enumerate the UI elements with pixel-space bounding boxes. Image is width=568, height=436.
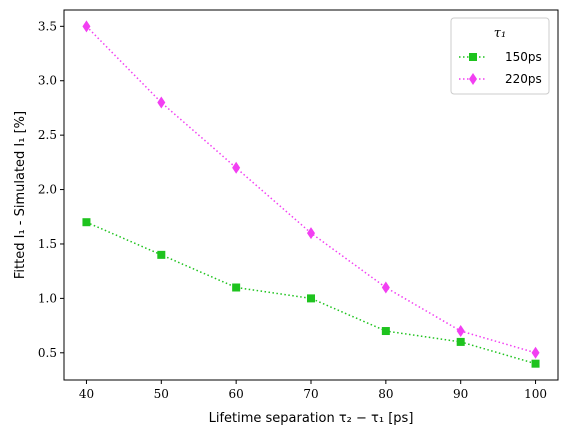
legend-marker [469, 73, 477, 85]
data-point-220ps [456, 325, 465, 338]
data-point-220ps [157, 96, 166, 109]
y-tick-label: 3.0 [38, 74, 57, 88]
legend-box [450, 17, 550, 95]
x-tick-label: 70 [303, 387, 318, 401]
y-tick-label: 3.5 [38, 19, 57, 33]
series-layer [82, 20, 540, 368]
data-point-220ps [82, 20, 91, 33]
data-point-220ps [381, 281, 390, 294]
y-tick-label: 2.0 [38, 183, 57, 197]
x-tick-label: 80 [378, 387, 393, 401]
y-tick-label: 1.5 [38, 237, 57, 251]
y-axis-ticks: 0.5 1.0 1.5 2.0 2.5 3.0 3.5 [38, 19, 64, 360]
y-axis-label: Fitted I₁ - Simulated I₁ [%] [13, 111, 28, 279]
y-tick-label: 2.5 [38, 128, 57, 142]
data-point-150ps [82, 218, 91, 227]
legend-label: 220ps [505, 72, 542, 86]
legend: τ₁ 150ps 220ps [450, 17, 550, 95]
legend-marker [469, 53, 477, 61]
legend-title: τ₁ [494, 26, 506, 41]
x-tick-label: 90 [453, 387, 468, 401]
x-tick-label: 100 [524, 387, 547, 401]
data-point-150ps [157, 250, 166, 259]
x-tick-label: 50 [154, 387, 169, 401]
data-point-220ps [232, 161, 241, 174]
x-tick-label: 60 [229, 387, 244, 401]
data-point-150ps [307, 294, 315, 303]
x-axis-label: Lifetime separation τ₂ − τ₁ [ps] [209, 411, 414, 426]
data-point-150ps [232, 283, 241, 292]
data-point-220ps [307, 227, 315, 240]
series-150ps [82, 218, 540, 368]
data-point-150ps [381, 327, 390, 336]
series-220ps [82, 20, 540, 359]
x-axis-ticks: 40 50 60 70 80 90 100 [79, 380, 547, 401]
y-tick-label: 1.0 [38, 291, 57, 305]
y-tick-label: 0.5 [38, 346, 57, 360]
data-point-220ps [531, 346, 540, 359]
data-point-150ps [531, 359, 540, 368]
legend-item-220ps: 220ps [459, 72, 542, 86]
legend-item-150ps: 150ps [459, 50, 542, 64]
legend-label: 150ps [505, 50, 542, 64]
legend-items: 150ps 220ps [459, 50, 542, 86]
x-tick-label: 40 [79, 387, 94, 401]
data-point-150ps [456, 337, 465, 346]
